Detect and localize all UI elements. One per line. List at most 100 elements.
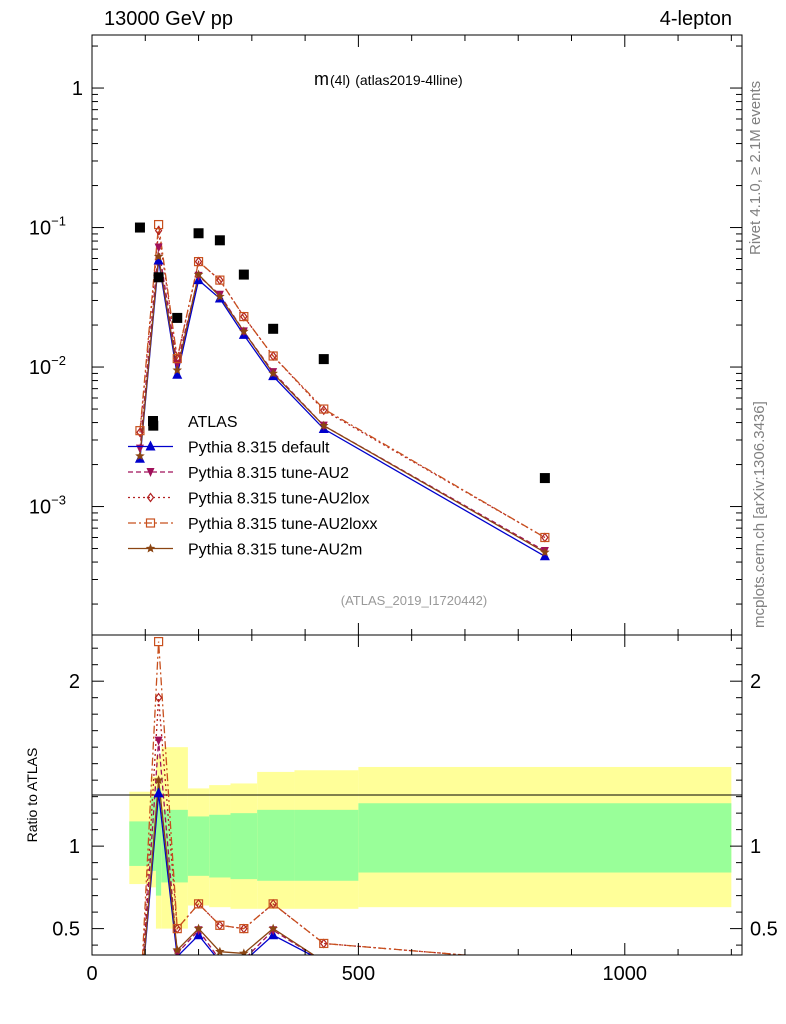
series-2-ratio-point	[154, 692, 163, 703]
series-4-point	[540, 547, 550, 557]
inner-band-1	[150, 796, 156, 871]
series-4-point	[319, 420, 329, 430]
series-4-point	[268, 368, 278, 378]
series-3-ratio-point	[153, 636, 164, 647]
series-2-ratio-point	[137, 1001, 143, 1009]
data-point	[268, 323, 279, 334]
y-tick-label: 10−1	[29, 214, 66, 240]
series-4-ratio-point	[193, 923, 204, 933]
inner-band-6	[230, 813, 258, 880]
x-tick-label: 1000	[603, 963, 648, 985]
series-0-point	[153, 254, 164, 265]
main-markers	[134, 219, 550, 561]
data-point	[172, 312, 183, 323]
series-3-ratio-point	[319, 938, 329, 949]
series-3-point	[193, 256, 204, 267]
inner-band-5	[209, 814, 231, 878]
series-4-point	[193, 269, 204, 279]
series-3-point	[153, 219, 164, 230]
ratio-markers	[135, 636, 550, 1012]
data-point	[153, 272, 164, 283]
legend-marker-1	[146, 468, 155, 477]
inner-band-2	[155, 788, 162, 896]
series-line-0	[139, 260, 546, 557]
series-1-point	[154, 243, 163, 253]
series-2-point	[320, 405, 328, 416]
legend-label: Pythia 8.315 default	[188, 440, 330, 457]
data-point	[193, 228, 204, 239]
analysis-watermark: (ATLAS_2019_I1720442)	[341, 593, 487, 608]
series-4-ratio-point	[239, 948, 249, 955]
series-4-point	[215, 291, 225, 301]
ratio-y-tick-label: 0.5	[52, 919, 80, 941]
series-1-ratio-point	[136, 1003, 144, 1012]
ratio-y-tick-label-right: 2	[750, 671, 761, 693]
legend-marker-4	[145, 543, 156, 553]
ratio-panel-frame	[91, 634, 743, 956]
inner-band-4	[187, 816, 210, 876]
inner-band-7	[257, 809, 295, 881]
uncertainty-bands	[129, 747, 732, 929]
series-0-ratio-point	[540, 959, 550, 969]
ratio-line-0	[143, 793, 313, 955]
legend-label: Pythia 8.315 tune-AU2loxx	[188, 516, 377, 533]
chart-title: m(4l) (atlas2019-4lline)	[314, 69, 463, 89]
series-3-ratio-point	[215, 920, 225, 930]
legend-label: ATLAS	[188, 414, 238, 431]
series-0-ratio-point	[215, 956, 225, 966]
series-2-ratio-point	[542, 958, 548, 966]
series-0-ratio-point	[239, 956, 249, 966]
series-2-point	[136, 427, 144, 438]
series-3-ratio-point	[193, 899, 204, 909]
inner-band-8	[294, 809, 359, 881]
series-4-ratio-point	[172, 945, 182, 955]
series-2-point	[154, 225, 163, 236]
series-4-point	[153, 251, 164, 261]
series-3-point	[319, 404, 329, 414]
ratio-line-3	[141, 641, 473, 955]
series-1-ratio-point	[320, 958, 328, 967]
x-tick-label: 0	[86, 963, 97, 985]
series-line-3	[139, 224, 546, 539]
ratio-y-tick-label-right: 1	[750, 836, 761, 858]
legend-label: Pythia 8.315 tune-AU2lox	[188, 491, 369, 508]
inner-band-9	[358, 803, 732, 873]
series-4-ratio-point	[319, 957, 329, 966]
legend-marker-2	[146, 492, 155, 503]
series-4-point	[239, 326, 249, 336]
series-3-ratio-point	[541, 958, 549, 966]
ratio-y-tick-label: 1	[69, 836, 80, 858]
series-3-point	[239, 311, 249, 322]
y-tick-label: 10−2	[29, 353, 66, 379]
series-4-point	[135, 451, 145, 461]
series-0-ratio-point	[135, 1001, 145, 1011]
ratio-y-tick-label-right: 0.5	[750, 919, 778, 941]
series-4-ratio-point	[540, 957, 550, 966]
series-0-ratio-point	[319, 956, 329, 966]
data-point	[318, 354, 329, 365]
legend-marker-3	[145, 518, 156, 528]
y-tick-label: 1	[72, 78, 83, 100]
series-3-ratio-point	[136, 1001, 144, 1009]
series-1-ratio-point	[216, 956, 224, 965]
series-line-4	[139, 256, 546, 553]
legend-marker-data	[148, 416, 158, 426]
series-0-ratio-point	[153, 787, 164, 798]
series-1-ratio-point	[154, 736, 163, 746]
series-3-point	[172, 353, 182, 364]
y-tick-label: 10−3	[29, 493, 66, 519]
series-4-point	[172, 365, 182, 375]
axis-ticks: 0 500 1000 10−3 10−2 10−1 1 0.5 0.5 1 1 2 2	[29, 35, 778, 985]
data-point	[238, 269, 249, 280]
series-4-ratio-point	[135, 1002, 145, 1011]
series-3-point	[540, 532, 550, 543]
series-3-point	[268, 351, 278, 361]
ratio-y-axis-label: Ratio to ATLAS	[24, 748, 40, 843]
legend-marker-0	[145, 440, 156, 451]
series-4-ratio-point	[153, 775, 164, 785]
series-0-point	[172, 368, 183, 379]
data-point	[539, 473, 550, 484]
series-1-ratio-point	[240, 956, 248, 965]
series-line-1	[139, 247, 546, 552]
